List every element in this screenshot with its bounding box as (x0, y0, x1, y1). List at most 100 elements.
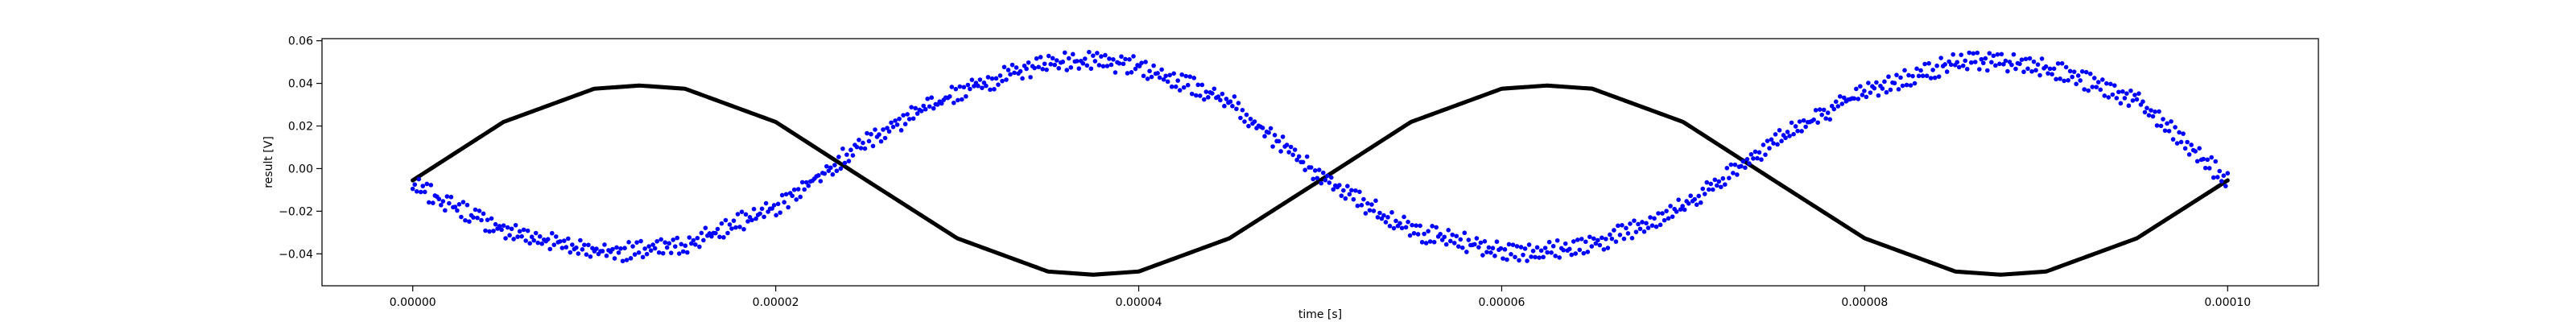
series-1-point (735, 212, 741, 217)
series-1-point (1181, 85, 1187, 90)
series-1-point (630, 244, 635, 249)
series-1-point (1993, 63, 1998, 68)
series-1-point (969, 77, 975, 82)
series-1-point (582, 242, 587, 248)
series-1-point (1616, 223, 1620, 229)
series-1-point (1740, 159, 1746, 164)
series-1-point (960, 97, 964, 102)
series-1-point (1482, 239, 1488, 244)
series-1-point (2011, 52, 2017, 57)
series-1-point (1688, 193, 1693, 199)
series-1-point (2161, 117, 2165, 122)
series-1-point (1088, 66, 1094, 72)
series-1-point (1389, 210, 1394, 215)
series-1-point (2043, 64, 2049, 69)
series-1-point (1924, 73, 1930, 79)
series-1-point (452, 204, 458, 209)
series-1-point (830, 171, 836, 177)
series-1-point (2098, 87, 2103, 93)
series-1-point (2157, 109, 2161, 114)
series-1-point (1533, 254, 1538, 260)
series-1-point (1328, 175, 1334, 180)
series-1-point (1854, 86, 1859, 92)
series-1-point (1494, 239, 1500, 245)
series-1-point (1728, 162, 1734, 167)
series-1-point (1357, 189, 1362, 195)
series-1-point (836, 155, 841, 159)
series-1-point (1712, 177, 1718, 183)
series-1-point (1510, 242, 1516, 247)
series-1-point (2112, 83, 2117, 88)
series-1-point (1187, 74, 1193, 79)
series-1-point (439, 202, 444, 208)
series-1-point (798, 194, 803, 200)
series-1-point (1938, 56, 1943, 60)
series-1-point (1418, 223, 1422, 229)
series-1-point (878, 138, 884, 144)
series-1-point (1242, 119, 1247, 124)
series-1-point (1070, 52, 1075, 57)
series-1-point (412, 182, 418, 188)
series-1-point (2039, 56, 2045, 61)
series-1-point (632, 252, 638, 257)
series-1-point (628, 256, 634, 261)
series-1-point (2091, 76, 2097, 80)
series-1-point (1121, 61, 1126, 67)
series-1-point (1862, 89, 1867, 93)
series-1-point (1912, 80, 1918, 86)
series-1-point (2033, 68, 2038, 73)
series-1-point (689, 241, 694, 246)
series-1-point (984, 83, 989, 89)
series-1-point (1557, 255, 1562, 260)
series-1-point (1971, 51, 1976, 56)
series-1-point (2050, 72, 2054, 76)
series-1-point (1928, 76, 1934, 80)
series-1-point (1561, 247, 1566, 253)
series-1-point (1133, 66, 1138, 72)
series-1-point (695, 235, 700, 241)
series-1-point (953, 86, 959, 92)
series-1-point (1692, 196, 1697, 202)
series-1-point (1096, 63, 1102, 68)
series-1-point (741, 226, 746, 232)
series-1-point (1719, 184, 1724, 190)
series-1-point (622, 246, 627, 250)
series-1-point (1620, 223, 1624, 228)
series-1-point (985, 75, 991, 80)
series-1-point (1212, 86, 1217, 92)
series-1-point (620, 258, 625, 264)
series-1-point (927, 104, 932, 109)
series-1-point (1210, 91, 1215, 96)
series-1-point (1199, 82, 1205, 88)
series-1-point (1075, 59, 1080, 64)
series-1-point (1068, 64, 1074, 70)
series-1-point (1797, 119, 1802, 124)
series-1-point (779, 192, 785, 198)
series-1-point (1125, 71, 1130, 76)
series-1-point (428, 183, 434, 188)
series-1-point (1498, 246, 1504, 251)
series-1-point (1813, 108, 1818, 113)
series-1-point (1191, 76, 1197, 80)
series-1-point (1666, 216, 1671, 221)
series-1-point (1117, 60, 1122, 66)
series-1-point (1904, 82, 1909, 88)
series-1-point (1206, 95, 1211, 100)
series-1-point (525, 228, 530, 233)
series-1-point (2025, 66, 2030, 72)
series-1-point (1509, 252, 1513, 257)
series-1-point (1157, 75, 1162, 80)
series-1-point (751, 206, 757, 212)
y-tick-label: 0.06 (288, 35, 313, 48)
series-1-point (604, 253, 609, 258)
series-1-point (1296, 154, 1302, 159)
series-1-point (1173, 84, 1179, 89)
series-1-point (1052, 62, 1058, 68)
series-1-point (1856, 97, 1861, 101)
series-1-point (2197, 146, 2202, 151)
series-1-point (2120, 89, 2125, 94)
series-1-point (2037, 72, 2042, 78)
series-1-point (865, 130, 869, 136)
series-1-point (1434, 225, 1439, 230)
series-1-point (1001, 64, 1007, 70)
